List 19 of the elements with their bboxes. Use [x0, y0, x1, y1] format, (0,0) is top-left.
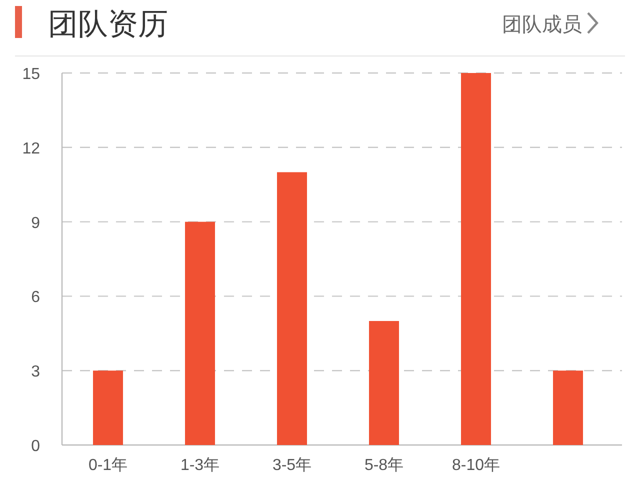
x-tick-label: 3-5年	[272, 457, 312, 474]
y-tick-label: 3	[31, 364, 40, 381]
x-tick-label: 5-8年	[364, 457, 404, 474]
chart-subtitle: 团队成员	[502, 14, 582, 36]
chart-title: 团队资历	[48, 8, 168, 41]
y-tick-label: 15	[22, 66, 40, 83]
y-tick-label: 9	[31, 214, 40, 232]
bar	[553, 370, 583, 445]
bar	[369, 321, 399, 445]
x-tick-label: 1-3年	[180, 457, 220, 474]
y-tick-label: 0	[31, 438, 40, 455]
y-tick-label: 6	[31, 289, 40, 306]
bar	[185, 222, 215, 445]
y-tick-label: 12	[22, 140, 40, 158]
x-tick-label: 8-10年	[452, 457, 500, 474]
bar	[277, 172, 307, 445]
bar	[93, 370, 123, 445]
bar	[461, 73, 491, 445]
x-tick-label: 0-1年	[88, 457, 128, 474]
